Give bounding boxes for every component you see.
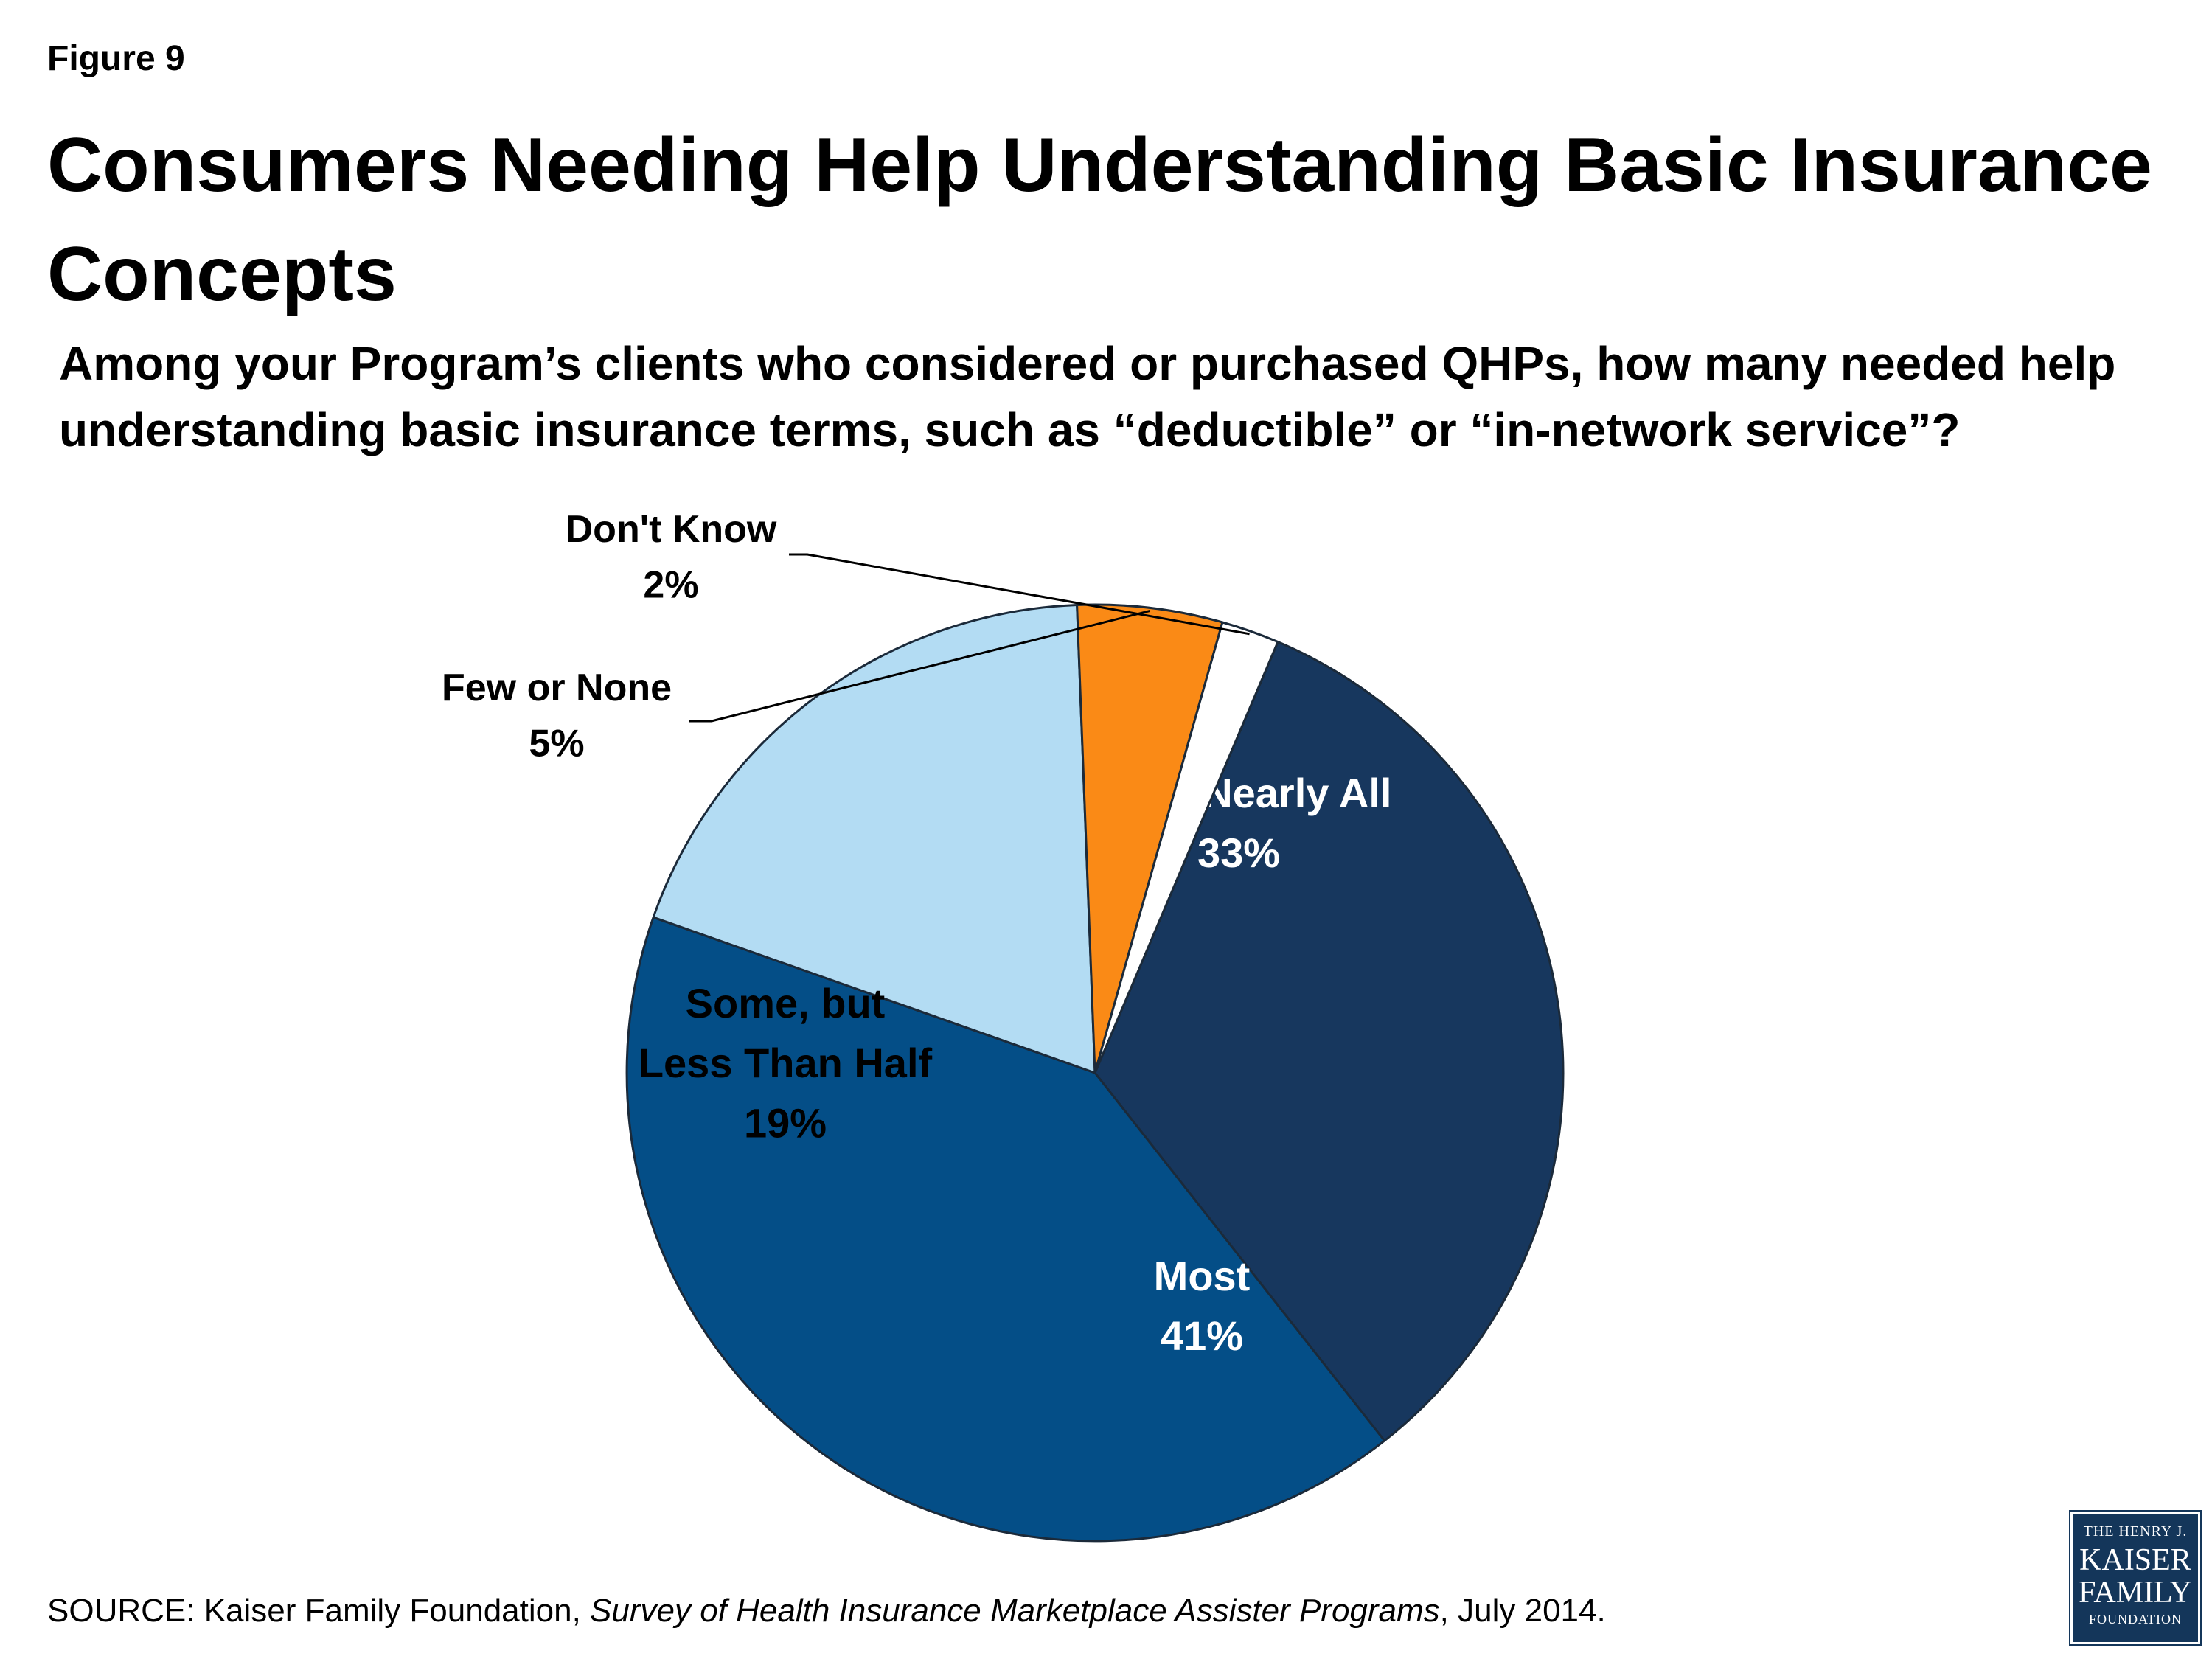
slice-value-label: 19%: [744, 1099, 827, 1146]
source-note: SOURCE: Kaiser Family Foundation, Survey…: [47, 1593, 1606, 1630]
logo-line-4: FOUNDATION: [2089, 1612, 2182, 1627]
leader-line: [689, 609, 1151, 723]
slice-label: Don't Know: [566, 508, 777, 551]
figure-label: Figure 9: [47, 39, 185, 78]
source-prefix: SOURCE: Kaiser Family Foundation,: [47, 1593, 591, 1629]
pie-slice-all-or-nearly-all: [1093, 641, 1565, 1442]
kff-logo: THE HENRY J. KAISER FAMILY FOUNDATION: [2069, 1510, 2202, 1646]
slice-label: Some, but Less Than Half: [639, 980, 933, 1086]
logo-line-3: FAMILY: [2079, 1576, 2192, 1610]
chart-subtitle: Among your Program’s clients who conside…: [59, 337, 2116, 456]
slice-value-label: 33%: [1197, 830, 1280, 876]
slice-label: Few or None: [442, 667, 672, 709]
leader-line: [789, 553, 1250, 636]
source-suffix: , July 2014.: [1439, 1593, 1606, 1629]
slice-value-label: 2%: [643, 563, 698, 606]
pie-slice-don-t-know: [1093, 621, 1279, 1074]
slice-value-label: 5%: [529, 722, 584, 765]
chart-title: Consumers Needing Help Understanding Bas…: [47, 122, 2152, 317]
slice-value-label: 41%: [1161, 1312, 1243, 1359]
pie-slice-most: [625, 916, 1386, 1543]
pie-slice-some-but-less-than-half: [652, 604, 1096, 1074]
logo-line-1: THE HENRY J.: [2083, 1523, 2188, 1540]
slice-label: Most: [1154, 1253, 1251, 1299]
logo-line-2: KAISER: [2079, 1543, 2191, 1577]
source-title: Survey of Health Insurance Marketplace A…: [590, 1593, 1440, 1629]
